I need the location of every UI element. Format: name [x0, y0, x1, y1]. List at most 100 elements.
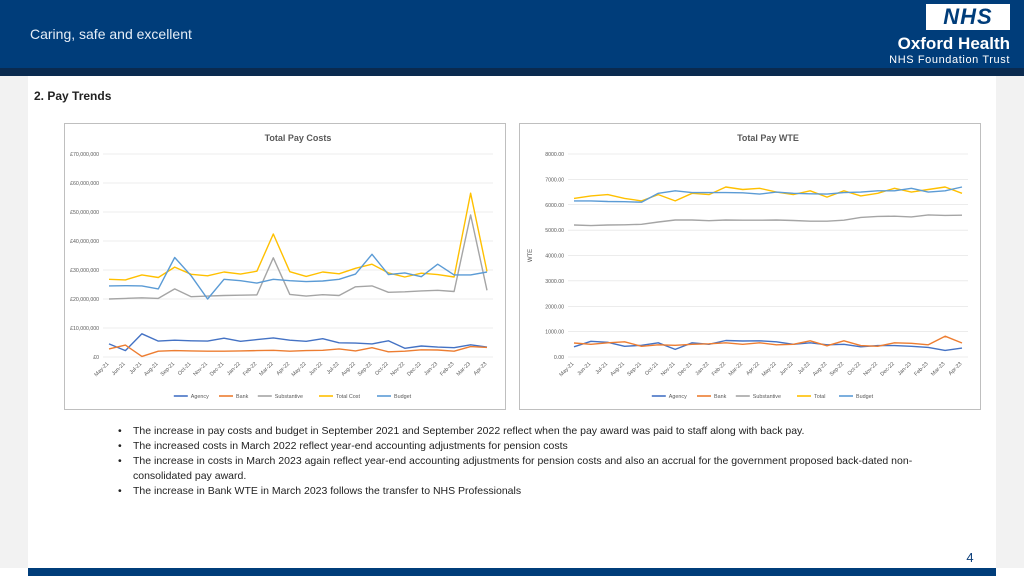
x-tick-label: Feb-22	[711, 361, 727, 377]
legend-label: Substantive	[753, 394, 781, 400]
x-tick-label: Jun-22	[308, 361, 324, 377]
org-sub: NHS Foundation Trust	[889, 54, 1010, 66]
bullet-item: The increase in pay costs and budget in …	[118, 424, 938, 439]
series-line-total	[573, 186, 963, 202]
x-tick-label: Jan-22	[694, 361, 710, 377]
series-line-total-cost	[108, 192, 488, 281]
page-number: 4	[966, 550, 974, 565]
legend-label: Bank	[236, 394, 249, 400]
x-tick-label: Jun-22	[779, 361, 795, 377]
y-tick-label: 1000.00	[545, 330, 564, 336]
side-margin-left	[0, 76, 28, 568]
series-line-budget	[574, 186, 963, 203]
legend-label: Agency	[191, 394, 209, 400]
series-line-agency	[108, 333, 488, 352]
x-tick-label: Nov-22	[390, 361, 407, 378]
x-tick-label: Dec-21	[677, 361, 694, 378]
series-line-substantive	[108, 214, 488, 300]
x-tick-label: Mar-22	[258, 361, 274, 377]
legend-label: Budget	[394, 394, 412, 400]
x-tick-label: Oct-21	[644, 361, 660, 377]
x-tick-label: Sep-22	[357, 361, 374, 378]
x-tick-label: Aug-22	[340, 361, 357, 378]
x-tick-label: Aug-21	[609, 361, 626, 378]
footer-bar	[28, 568, 996, 576]
y-tick-label: 0.00	[554, 355, 564, 361]
x-tick-label: Jul-22	[326, 361, 341, 376]
y-tick-label: £40,000,000	[70, 239, 99, 245]
series-line-agency	[573, 339, 963, 352]
section-title: 2. Pay Trends	[34, 89, 112, 103]
x-tick-label: Aug-21	[143, 361, 160, 378]
y-axis-label: WTE	[528, 249, 534, 262]
x-tick-label: Jun-21	[111, 361, 127, 377]
legend-label: Total Cost	[336, 394, 360, 400]
x-tick-label: May-22	[761, 361, 778, 378]
x-tick-label: Jan-23	[897, 361, 913, 377]
side-margin-right	[996, 76, 1024, 568]
bullet-item: The increased costs in March 2022 reflec…	[118, 439, 938, 454]
legend-label: Total	[814, 394, 825, 400]
x-tick-label: May-21	[558, 361, 575, 378]
x-tick-label: Feb-23	[439, 361, 455, 377]
legend-label: Bank	[714, 394, 727, 400]
x-tick-label: Jun-21	[576, 361, 592, 377]
x-tick-label: Aug-22	[812, 361, 829, 378]
x-tick-label: Oct-22	[847, 361, 863, 377]
y-tick-label: £30,000,000	[70, 268, 99, 274]
series-line-budget	[108, 253, 488, 300]
chart-total-pay-wte-svg: Total Pay WTE 0.00 1000.00 2000.00 3000.00 40…	[528, 133, 968, 400]
legend-label: Substantive	[275, 394, 303, 400]
chart-total-pay-wte: Total Pay WTE 0.00 1000.00 2000.00 3000.00 40…	[519, 123, 981, 410]
nhs-logo-text: NHS	[943, 4, 993, 29]
x-tick-label: Jul-21	[129, 361, 144, 376]
y-tick-label: 7000.00	[545, 177, 564, 183]
bullet-list: The increase in pay costs and budget in …	[118, 424, 938, 499]
x-tick-label: Dec-22	[879, 361, 896, 378]
y-tick-label: 4000.00	[545, 254, 564, 260]
x-tick-label: Feb-23	[913, 361, 929, 377]
x-tick-label: Dec-22	[406, 361, 423, 378]
x-tick-label: Apr-22	[745, 361, 761, 377]
chart-total-pay-costs-svg: Total Pay Costs £0 £10,000,000 £20,000,000 £…	[70, 133, 493, 400]
x-tick-label: Apr-22	[276, 361, 292, 377]
series-line-substantive	[573, 214, 963, 227]
series-line-bank	[108, 344, 488, 358]
chart-title: Total Pay Costs	[265, 133, 332, 143]
series-line-bank	[573, 335, 963, 348]
x-tick-label: May-22	[291, 361, 308, 378]
tagline: Caring, safe and excellent	[30, 26, 192, 42]
x-tick-label: Mar-23	[930, 361, 946, 377]
y-tick-label: £10,000,000	[70, 326, 99, 332]
y-tick-label: 5000.00	[545, 228, 564, 234]
chart-total-pay-costs: Total Pay Costs £0 £10,000,000 £20,000,000 £…	[64, 123, 506, 410]
y-tick-label: £20,000,000	[70, 297, 99, 303]
x-tick-label: Mar-22	[728, 361, 744, 377]
x-tick-label: Nov-22	[863, 361, 880, 378]
legend-label: Budget	[856, 394, 874, 400]
y-tick-label: £70,000,000	[70, 152, 99, 158]
x-tick-label: Nov-21	[192, 361, 209, 378]
x-tick-label: Oct-21	[177, 361, 193, 377]
x-tick-label: Jan-22	[226, 361, 242, 377]
y-tick-label: 2000.00	[545, 304, 564, 310]
nhs-logo: NHS	[926, 4, 1010, 30]
org-name: Oxford Health	[897, 34, 1010, 53]
x-tick-label: Dec-21	[209, 361, 226, 378]
x-tick-label: Mar-23	[456, 361, 472, 377]
y-tick-label: £50,000,000	[70, 210, 99, 216]
y-tick-label: 8000.00	[545, 152, 564, 158]
header-bar	[0, 0, 1024, 68]
x-tick-label: Sep-21	[160, 361, 177, 378]
x-tick-label: Nov-21	[660, 361, 677, 378]
bullet-item: The increase in costs in March 2023 agai…	[118, 454, 938, 484]
x-tick-label: Jul-22	[797, 361, 812, 376]
x-tick-label: May-21	[93, 361, 110, 378]
x-tick-label: Sep-22	[829, 361, 846, 378]
bullet-item: The increase in Bank WTE in March 2023 f…	[118, 484, 938, 499]
legend-label: Agency	[669, 394, 687, 400]
y-tick-label: £0	[93, 355, 99, 361]
y-tick-label: 3000.00	[545, 279, 564, 285]
header-strip	[0, 68, 1024, 76]
x-tick-label: Sep-21	[626, 361, 643, 378]
